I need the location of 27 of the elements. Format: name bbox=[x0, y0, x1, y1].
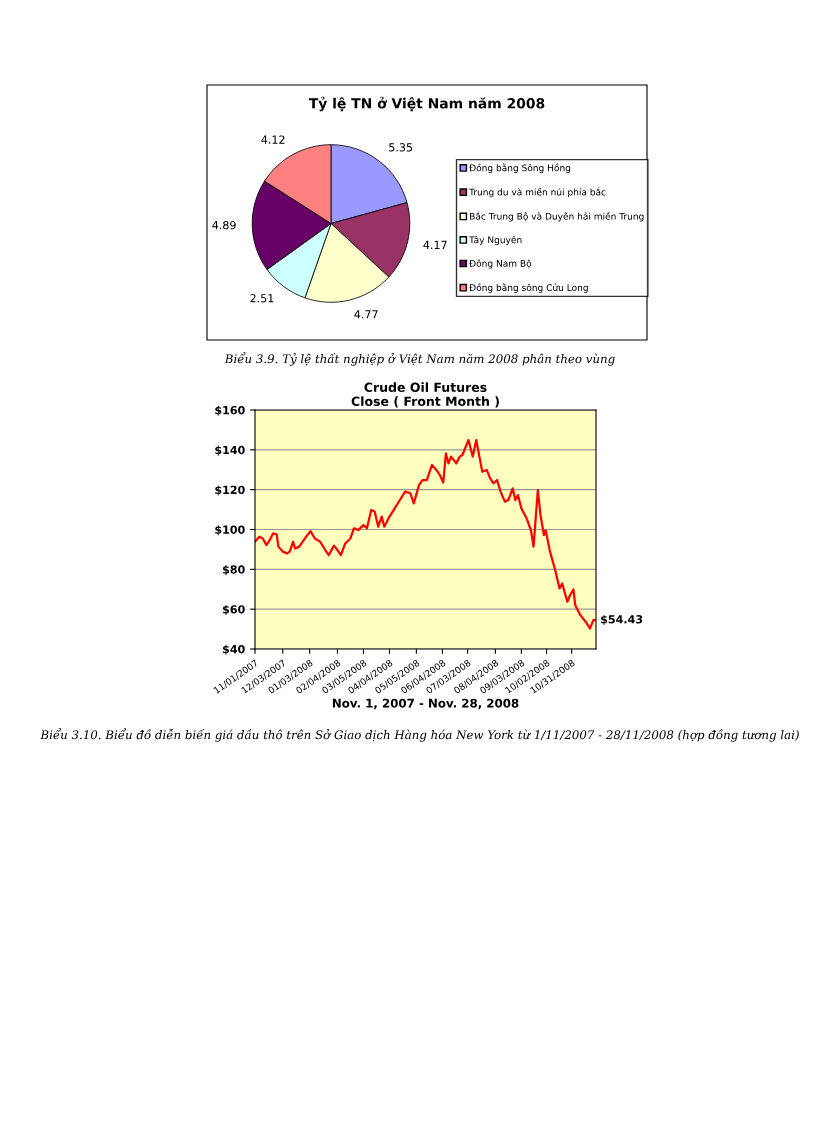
data-label: 4.77 bbox=[354, 310, 378, 319]
legend-label: Đồng bằng Sông Hồng bbox=[469, 163, 571, 174]
annotation: $54.43 bbox=[601, 614, 643, 625]
y-tick-label: $80 bbox=[222, 565, 245, 576]
legend-label: Đồng bằng sông Cửu Long bbox=[469, 282, 588, 293]
y-tick-label: $160 bbox=[215, 405, 245, 416]
legend-label: Tây Nguyên bbox=[469, 235, 522, 245]
chart-title: Crude Oil Futures bbox=[364, 382, 487, 393]
text: Biểu 3.9. Tỷ lệ thất nghiệp ở Việt Nam năm 2008 phân theo vùng bbox=[224, 352, 615, 366]
data-label: 2.51 bbox=[250, 294, 274, 303]
text: Tỷ lệ TN ở Việt Nam năm 2008 bbox=[308, 96, 545, 112]
chart-subtitle: Close ( Front Month ) bbox=[351, 396, 499, 408]
y-tick-label: $100 bbox=[215, 525, 245, 536]
data-label: 5.35 bbox=[389, 143, 413, 152]
text: Biểu 3.10. Biểu đồ diễn biến giá dầu thô trên Sở Giao dịch Hàng hóa New York từ 1/11/2007 - 28/11/2008 (hợp đồng tương lai) bbox=[40, 728, 799, 742]
legend-label: Bắc Trung Bộ và Duyên hải miền Trung bbox=[470, 211, 644, 222]
y-tick-label: $120 bbox=[215, 485, 245, 496]
data-label: 4.89 bbox=[212, 220, 236, 230]
y-tick-label: $40 bbox=[222, 644, 245, 655]
line-series bbox=[255, 438, 596, 630]
y-tick-label: $140 bbox=[215, 445, 245, 456]
legend-label: Đông Nam Bộ bbox=[469, 259, 532, 269]
x-axis-title: Nov. 1, 2007 - Nov. 28, 2008 bbox=[332, 698, 519, 710]
data-label: 4.17 bbox=[423, 240, 447, 249]
data-label: 4.12 bbox=[261, 135, 285, 144]
y-tick-label: $60 bbox=[222, 604, 245, 616]
legend-label: Trung du và miền núi phía bắc bbox=[469, 187, 606, 198]
